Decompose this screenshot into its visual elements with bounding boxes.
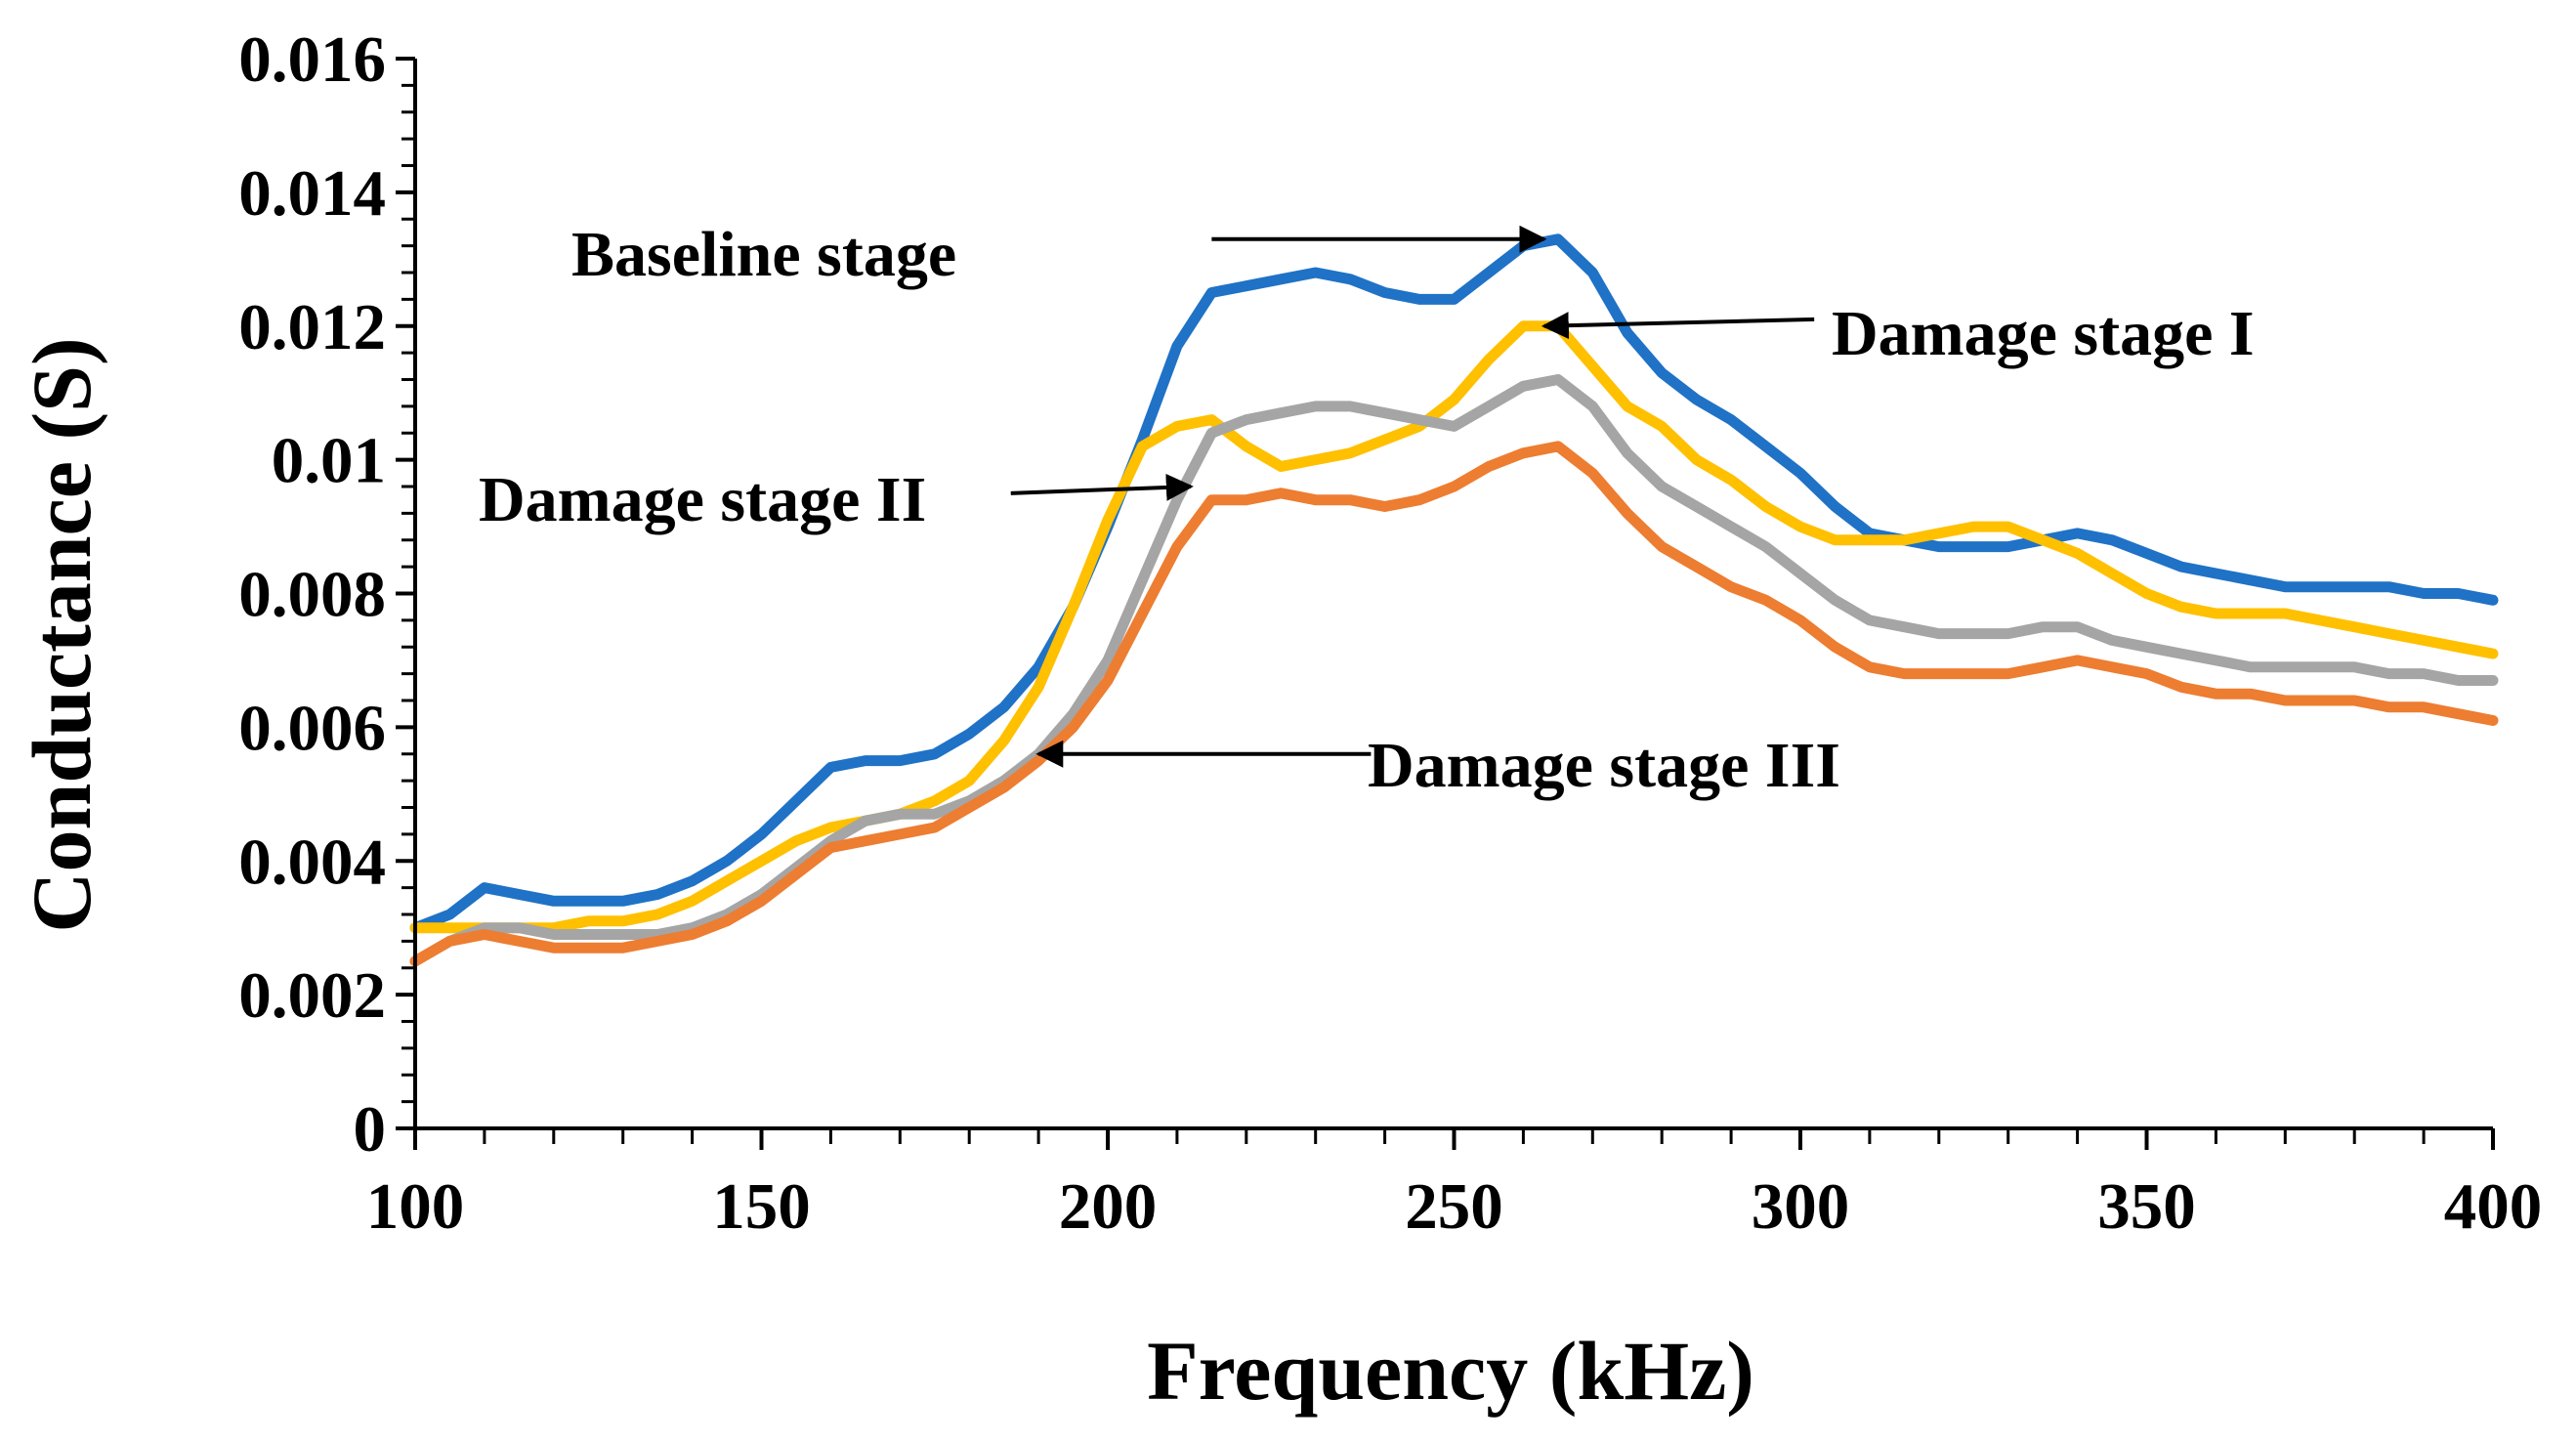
y-tick-label: 0.006	[238, 692, 386, 764]
y-axis-title: Conductance (S)	[15, 337, 108, 932]
series-line-4	[409, 441, 2499, 967]
annotation-damage-stage-i: Damage stage I	[1832, 298, 2255, 369]
x-tick-label: 200	[1059, 1170, 1158, 1243]
annotation-arrow-2	[1541, 312, 1815, 340]
x-tick-label: 300	[1752, 1170, 1850, 1243]
annotation-baseline-stage: Baseline stage	[571, 219, 956, 290]
x-tick-label: 250	[1405, 1170, 1503, 1243]
x-tick-label: 350	[2097, 1170, 2196, 1243]
y-tick-label: 0.008	[238, 559, 386, 631]
series-line-1	[409, 233, 2499, 934]
annotation-arrow-3	[1010, 473, 1194, 501]
y-tick-label: 0.002	[238, 959, 386, 1032]
y-tick-label: 0.01	[272, 425, 386, 497]
tick-labels: 0 0.002 0.004 0.006 0.008 0.01 0.012 0.014 0.016…	[238, 23, 2542, 1243]
series-line-2	[409, 320, 2499, 934]
series-lines	[409, 233, 2499, 967]
x-tick-label: 150	[712, 1170, 811, 1243]
x-tick-label: 400	[2444, 1170, 2543, 1243]
annotation-damage-stage-iii: Damage stage III	[1368, 730, 1840, 801]
y-tick-label: 0.004	[238, 826, 386, 898]
y-tick-label: 0	[354, 1093, 387, 1166]
axes	[396, 57, 2495, 1150]
annotations: Baseline stage Damage stage I Damage sta…	[479, 219, 2255, 801]
x-axis-title: Frequency (kHz)	[1147, 1324, 1754, 1418]
y-tick-label: 0.014	[238, 157, 386, 230]
y-tick-label: 0.012	[238, 291, 386, 363]
x-tick-label: 100	[366, 1170, 465, 1243]
annotation-damage-stage-ii: Damage stage II	[479, 464, 926, 535]
y-tick-label: 0.016	[238, 23, 386, 96]
